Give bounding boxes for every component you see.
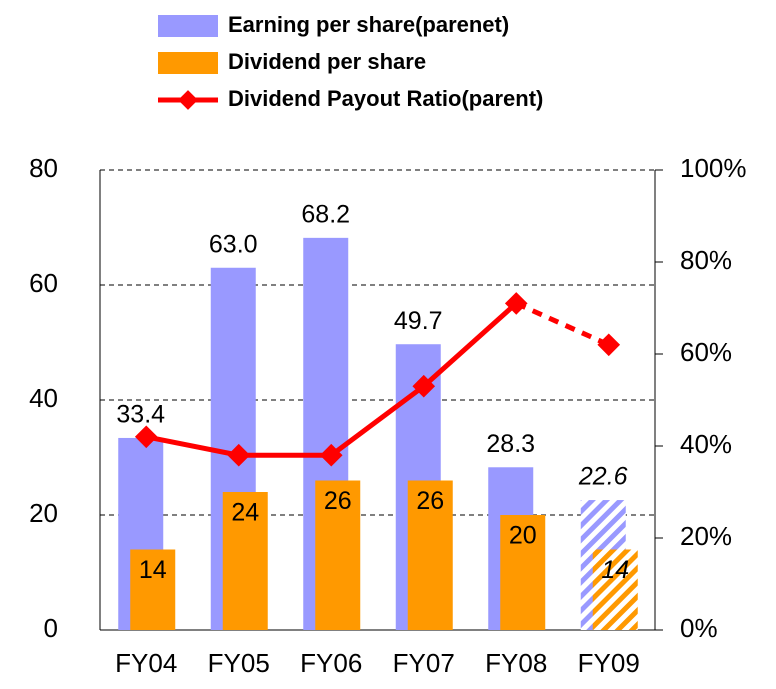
legend-swatch [158, 52, 218, 74]
legend-label: Dividend per share [228, 49, 426, 74]
legend-marker [178, 90, 198, 110]
value-label: 33.4 [116, 401, 165, 429]
value-label: 63.0 [209, 230, 258, 258]
x-tick-label: FY06 [300, 648, 362, 678]
y-tick-label: 80 [29, 153, 58, 183]
value-label: 49.7 [394, 307, 443, 335]
legend-label: Dividend Payout Ratio(parent) [228, 86, 543, 111]
y2-tick-label: 60% [680, 337, 732, 367]
y2-tick-label: 80% [680, 245, 732, 275]
marker [504, 292, 528, 315]
bar [592, 549, 638, 630]
bar [222, 492, 268, 630]
marker [319, 443, 343, 467]
bar [130, 549, 176, 630]
x-tick-label: FY08 [485, 648, 547, 678]
value-label: 14 [601, 556, 629, 584]
forecast-segment [515, 301, 610, 348]
y2-tick-label: 20% [680, 521, 732, 551]
legend-swatch [158, 15, 218, 37]
y2-tick-label: 100% [680, 153, 747, 183]
x-tick-label: FY05 [208, 648, 270, 678]
y2-tick-label: 0% [680, 613, 718, 643]
x-tick-label: FY07 [393, 648, 455, 678]
value-label: 26 [324, 487, 352, 515]
marker [597, 333, 621, 357]
y-tick-label: 20 [29, 498, 58, 528]
y2-tick-label: 40% [680, 429, 732, 459]
legend-label: Earning per share(parenet) [228, 12, 509, 37]
y-tick-label: 0 [44, 613, 58, 643]
y-tick-label: 40 [29, 383, 58, 413]
value-label: 28.3 [486, 430, 535, 458]
value-label: 20 [509, 522, 537, 550]
value-label: 68.2 [301, 200, 350, 228]
bar [315, 480, 361, 630]
x-tick-label: FY04 [115, 648, 177, 678]
value-label: 22.6 [578, 463, 628, 491]
bar [500, 515, 546, 630]
marker [412, 374, 436, 398]
value-label: 24 [231, 499, 259, 527]
y-tick-label: 60 [29, 268, 58, 298]
x-tick-label: FY09 [578, 648, 640, 678]
value-label: 14 [139, 556, 167, 584]
value-label: 26 [416, 487, 444, 515]
bar [407, 480, 453, 630]
